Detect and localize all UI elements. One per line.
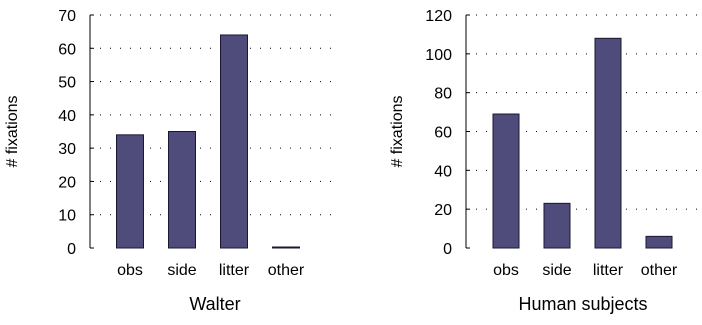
y-tick-label: 20 <box>58 174 76 191</box>
x-tick-label: side <box>542 262 571 279</box>
y-tick-label: 20 <box>434 202 452 219</box>
chart-human-subjects: 0 20 40 60 80 100 120 obs side litter other # fixat… <box>389 8 700 314</box>
chart-walter: 0 10 20 30 40 50 60 70 obs side litter other # fixat… <box>4 8 340 314</box>
y-tick-label: 70 <box>58 8 76 25</box>
bar-side <box>168 131 196 249</box>
bar-side <box>543 202 571 249</box>
bar-litter <box>594 37 622 249</box>
x-tick-label: obs <box>117 262 143 279</box>
y-tick-label: 40 <box>434 163 452 180</box>
bar-other <box>645 235 673 249</box>
y-tick-label: 80 <box>434 86 452 103</box>
bar-litter <box>220 34 248 249</box>
y-tick-label: 120 <box>425 8 452 25</box>
chart-title: Human subjects <box>518 294 647 314</box>
y-tick-label: 40 <box>58 108 76 125</box>
y-tick-label: 100 <box>425 47 452 64</box>
y-tick-label: 60 <box>58 41 76 58</box>
x-tick-label: litter <box>219 262 250 279</box>
x-tick-label: other <box>268 262 305 279</box>
y-tick-label: 30 <box>58 141 76 158</box>
x-tick-label: obs <box>493 262 519 279</box>
y-axis-label: # fixations <box>4 95 21 167</box>
y-tick-label: 0 <box>443 241 452 258</box>
x-tick-label: side <box>167 262 196 279</box>
bar-obs <box>492 113 520 249</box>
y-tick-label: 60 <box>434 125 452 142</box>
y-tick-label: 10 <box>58 208 76 225</box>
x-tick-label: other <box>641 262 678 279</box>
x-tick-label: litter <box>593 262 624 279</box>
y-axis-label: # fixations <box>389 95 406 167</box>
y-tick-label: 50 <box>58 75 76 92</box>
y-tick-label: 0 <box>67 241 76 258</box>
bar-other <box>272 246 300 249</box>
chart-title: Walter <box>189 294 240 314</box>
bar-obs <box>116 134 144 249</box>
